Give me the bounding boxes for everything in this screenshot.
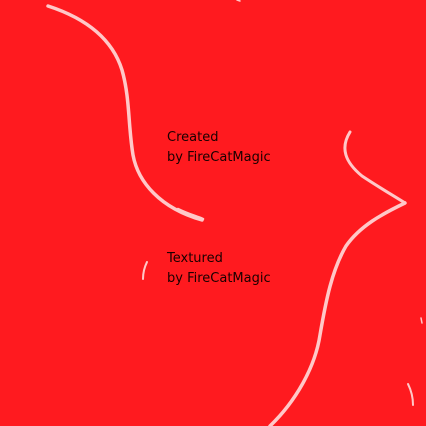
left-wing-stroke xyxy=(46,4,204,222)
credit-textured: Textured by FireCatMagic xyxy=(167,249,271,289)
credit-created-line2: by FireCatMagic xyxy=(167,150,271,165)
small-dot-top xyxy=(236,0,241,2)
credit-textured-line2: by FireCatMagic xyxy=(167,271,271,286)
credit-created: Created by FireCatMagic xyxy=(167,128,271,168)
left-wing-tip-stroke xyxy=(176,207,205,221)
right-wing-lower-stroke xyxy=(268,201,407,426)
right-wing-upper-stroke xyxy=(343,130,407,205)
small-tick-right xyxy=(407,383,414,406)
credit-created-line1: Created xyxy=(167,130,219,145)
credit-textured-line1: Textured xyxy=(167,251,223,266)
small-dot-edge xyxy=(420,317,423,324)
small-tick-left xyxy=(142,261,148,280)
